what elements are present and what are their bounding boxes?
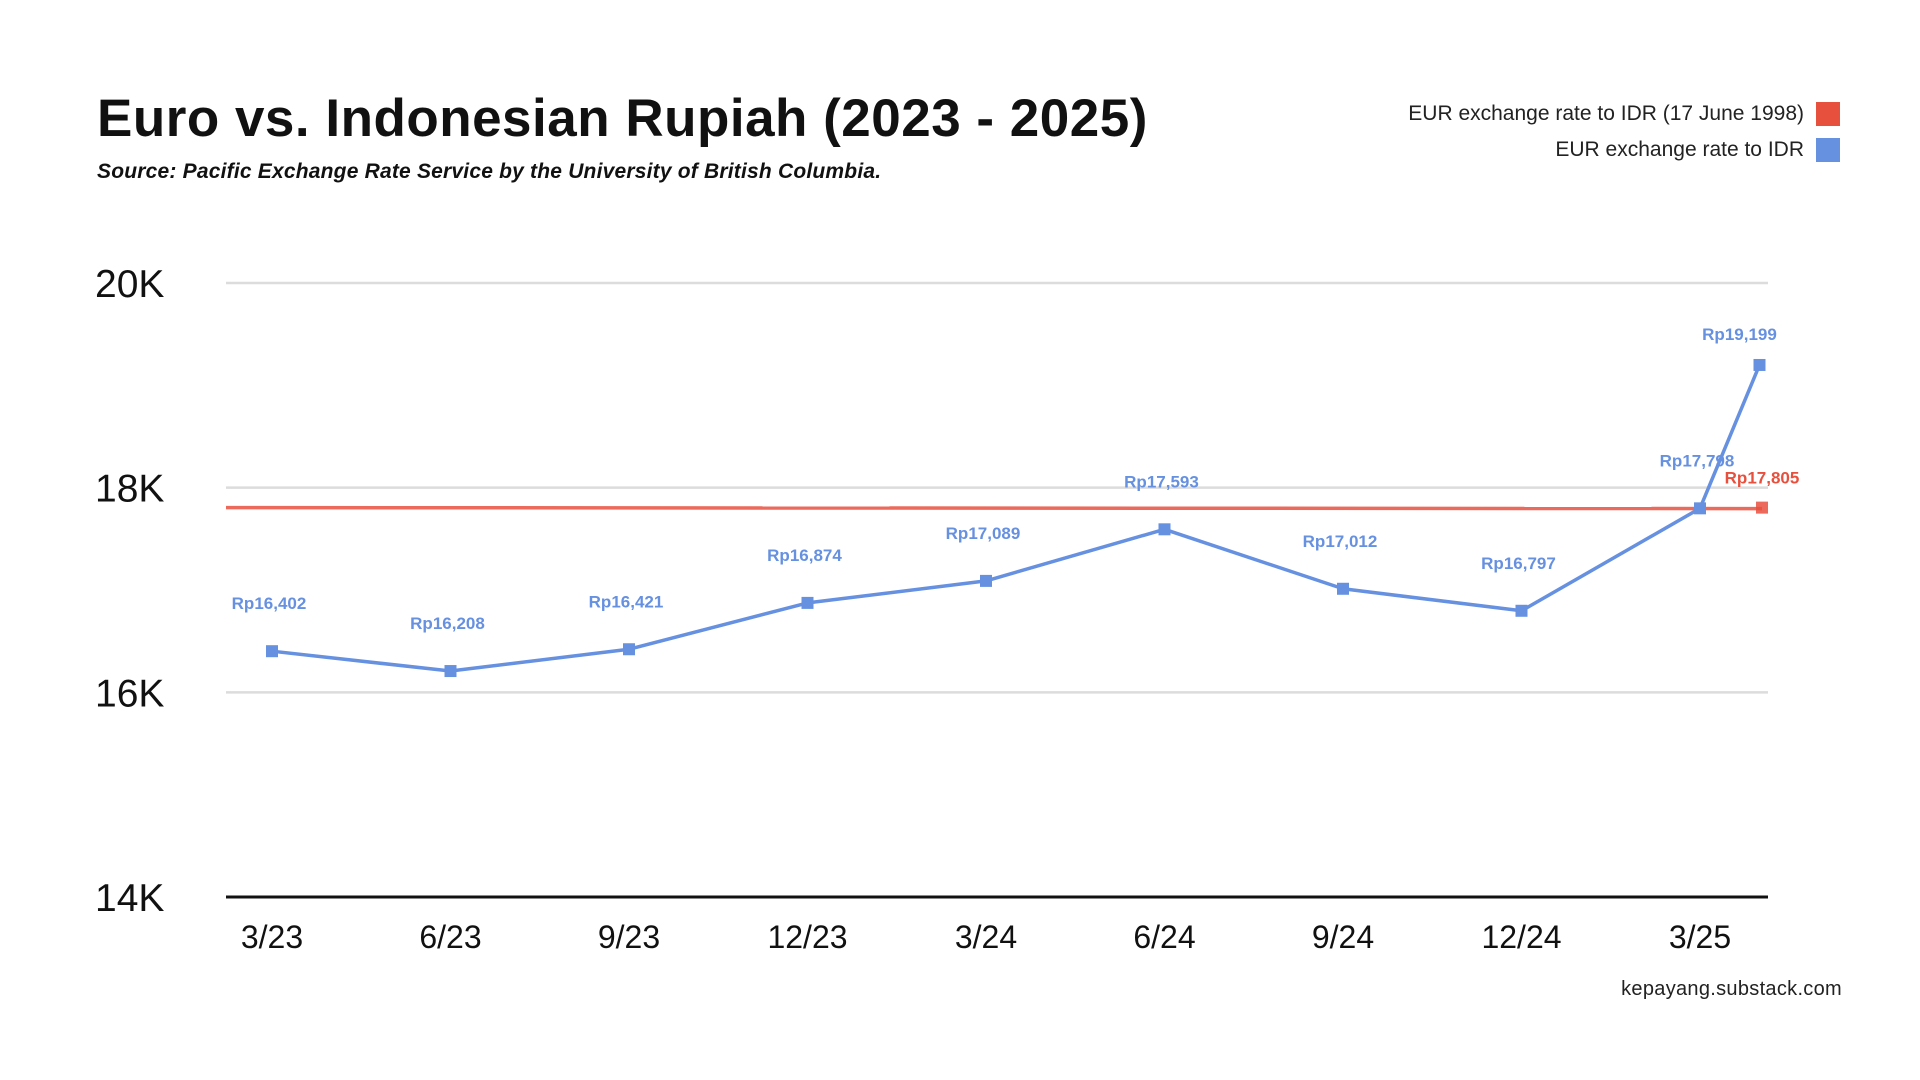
- legend-swatch: [1816, 138, 1840, 162]
- data-label: Rp16,402: [232, 594, 307, 613]
- legend-item-current: EUR exchange rate to IDR: [1408, 132, 1840, 168]
- x-tick-label: 6/23: [419, 919, 481, 955]
- data-label-1998: Rp17,805: [1725, 469, 1800, 488]
- data-label: Rp19,199: [1702, 325, 1777, 344]
- series-marker: [444, 665, 457, 678]
- data-label: Rp17,798: [1660, 451, 1735, 470]
- series-marker: [266, 645, 278, 658]
- x-tick-label: 6/24: [1133, 919, 1195, 955]
- x-tick-label: 9/23: [598, 919, 660, 955]
- data-label: Rp16,421: [589, 592, 664, 611]
- chart-title: Euro vs. Indonesian Rupiah (2023 - 2025): [97, 89, 1148, 148]
- legend-label: EUR exchange rate to IDR: [1555, 138, 1804, 161]
- y-tick-label: 16K: [95, 672, 164, 715]
- data-label: Rp17,593: [1124, 472, 1199, 491]
- x-tick-label: 3/25: [1669, 919, 1731, 955]
- series-marker: [1694, 502, 1706, 515]
- x-tick-label: 9/24: [1312, 919, 1374, 955]
- data-label: Rp16,874: [767, 546, 842, 565]
- x-tick-label: 3/23: [241, 919, 303, 955]
- series-marker: [1158, 523, 1171, 536]
- series-marker: [1753, 358, 1766, 371]
- data-label: Rp16,797: [1481, 554, 1556, 573]
- data-label: Rp17,012: [1303, 532, 1378, 551]
- chart-subtitle: Source: Pacific Exchange Rate Service by…: [97, 160, 882, 183]
- y-tick-label: 14K: [95, 877, 164, 920]
- series-marker: [980, 574, 992, 587]
- series-marker: [1337, 582, 1349, 595]
- data-label: Rp16,208: [410, 614, 485, 633]
- legend-swatch: [1816, 102, 1840, 126]
- y-tick-label: 20K: [95, 263, 164, 306]
- x-tick-label: 12/24: [1481, 919, 1561, 955]
- legend-label: EUR exchange rate to IDR (17 June 1998): [1408, 102, 1804, 125]
- legend: EUR exchange rate to IDR (17 June 1998) …: [1408, 96, 1840, 168]
- credit-text: kepayang.substack.com: [1621, 978, 1842, 1000]
- legend-item-1998: EUR exchange rate to IDR (17 June 1998): [1408, 96, 1840, 132]
- series-marker: [623, 643, 635, 656]
- y-tick-label: 18K: [95, 468, 164, 511]
- series-marker: [1515, 604, 1528, 617]
- series-line-eur-idr: [271, 364, 1762, 673]
- series-line-1998: [225, 505, 1763, 511]
- data-label: Rp17,089: [946, 524, 1021, 543]
- x-tick-label: 12/23: [767, 919, 847, 955]
- series-marker: [801, 596, 814, 609]
- series-marker-1998: [1756, 501, 1768, 514]
- x-tick-label: 3/24: [955, 919, 1017, 955]
